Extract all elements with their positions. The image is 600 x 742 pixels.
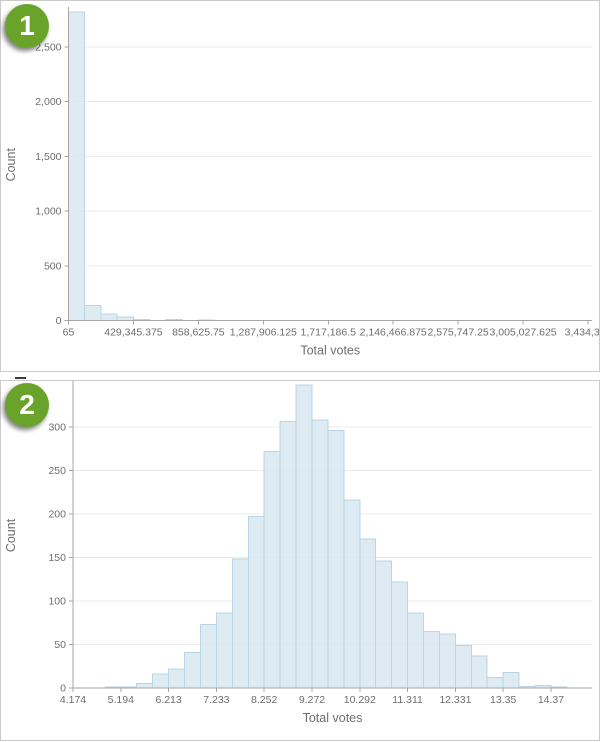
- x-axis-title: Total votes: [300, 344, 360, 358]
- histogram-bar: [263, 450, 281, 689]
- x-tick-label: 13.35: [490, 694, 516, 706]
- y-tick-label: 1,500: [35, 151, 61, 163]
- histogram-bar: [295, 384, 313, 689]
- histogram-bar: [311, 419, 329, 689]
- histogram-bar: [68, 11, 86, 322]
- histogram-bar: [184, 651, 201, 689]
- histogram-bar: [343, 499, 361, 689]
- chart-panel-1: 65 429,345.375 858,625.75 1,287,906.125 1,71…: [0, 0, 600, 372]
- x-tick-label: 3,005,027.625: [489, 327, 556, 339]
- histogram-bar: [359, 538, 377, 689]
- step-badge-2: 2: [5, 383, 49, 427]
- histogram-bar: [470, 655, 488, 689]
- step-badge-1: 1: [5, 4, 49, 48]
- chart-panel-2: 4.174 5.194 6.213 7.233 8.252 9.272 10.292 11.3…: [0, 380, 600, 741]
- x-tick-label: 1,287,906.125: [230, 327, 297, 339]
- histogram-bar: [247, 516, 265, 689]
- x-tick-label: 4.174: [60, 694, 86, 706]
- y-tick-label: 500: [44, 260, 62, 272]
- histogram-bar: [152, 673, 170, 689]
- histogram-bar: [391, 581, 409, 689]
- dark-dash-artifact: [15, 377, 26, 379]
- x-tick-label: 7.233: [203, 694, 229, 706]
- histogram-2: 4.174 5.194 6.213 7.233 8.252 9.272 10.292 11.3…: [4, 381, 592, 725]
- histogram-bar: [136, 683, 154, 689]
- histogram-bar: [407, 612, 425, 689]
- histogram-bar: [279, 421, 297, 689]
- y-tick-label: 150: [48, 552, 66, 564]
- x-tick-label: 14.37: [538, 694, 564, 706]
- step-badge-1-number: 1: [19, 10, 35, 41]
- y-tick-label: 1,000: [35, 206, 61, 218]
- histogram-bar: [375, 560, 393, 689]
- histogram-bar: [423, 630, 440, 689]
- y-tick-label: 200: [48, 508, 66, 520]
- y-axis-title: Count: [4, 518, 18, 552]
- x-tick-label: 3,434,308: [565, 327, 599, 339]
- histogram-bar: [502, 671, 520, 689]
- x-tick-label: 858,625.75: [172, 327, 225, 339]
- histogram-bar: [231, 558, 249, 689]
- x-tick-label: 65: [63, 327, 75, 339]
- histogram-bar: [84, 305, 102, 321]
- histogram-bar: [454, 644, 472, 689]
- x-tick-label: 11.311: [392, 694, 423, 706]
- histogram-bar: [486, 677, 504, 689]
- histogram-1-container: 65 429,345.375 858,625.75 1,287,906.125 1,71…: [1, 1, 599, 371]
- y-tick-label: 100: [48, 595, 66, 607]
- histogram-bar: [168, 668, 186, 689]
- x-tick-label: 2,146,466.875: [360, 327, 427, 339]
- x-axis-title: Total votes: [303, 711, 363, 725]
- x-tick-label: 9.272: [299, 694, 325, 706]
- x-tick-label: 10.292: [344, 694, 376, 706]
- y-tick-label: 300: [48, 421, 66, 433]
- y-tick-label: 2,500: [35, 41, 61, 53]
- histogram-bar: [438, 633, 456, 689]
- y-tick-label: 50: [54, 639, 66, 651]
- y-axis-title: Count: [4, 148, 18, 182]
- histogram-bar: [215, 612, 233, 689]
- x-tick-label: 12.331: [439, 694, 471, 706]
- histogram-bar: [327, 429, 345, 689]
- y-tick-label: 250: [48, 465, 66, 477]
- y-tick-label: 0: [60, 683, 66, 695]
- y-tick-label: 2,000: [35, 96, 61, 108]
- step-badge-2-number: 2: [19, 389, 35, 420]
- histogram-bar: [199, 623, 217, 689]
- histogram-bar: [116, 316, 134, 322]
- histogram-2-container: 4.174 5.194 6.213 7.233 8.252 9.272 10.292 11.3…: [1, 381, 599, 740]
- x-tick-label: 5.194: [108, 694, 134, 706]
- histogram-bar: [100, 313, 118, 322]
- x-tick-label: 6.213: [155, 694, 181, 706]
- histogram-1: 65 429,345.375 858,625.75 1,287,906.125 1,71…: [4, 7, 599, 358]
- x-tick-label: 429,345.375: [104, 327, 163, 339]
- x-tick-label: 1,717,186.5: [301, 327, 357, 339]
- y-tick-label: 0: [56, 315, 62, 327]
- x-tick-label: 8.252: [251, 694, 277, 706]
- x-tick-label: 2,575,747.25: [427, 327, 488, 339]
